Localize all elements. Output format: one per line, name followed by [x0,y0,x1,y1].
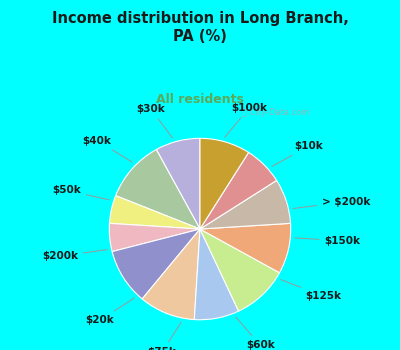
Text: $10k: $10k [272,141,323,167]
Wedge shape [116,149,200,229]
Wedge shape [112,229,200,299]
Wedge shape [110,196,200,229]
Wedge shape [200,138,249,229]
Wedge shape [200,223,291,273]
Text: $150k: $150k [295,236,361,246]
Wedge shape [109,223,200,252]
Text: > $200k: > $200k [293,197,370,209]
Wedge shape [194,229,239,320]
Text: $40k: $40k [82,135,132,162]
Wedge shape [156,138,200,229]
Text: $125k: $125k [281,280,342,301]
Text: $100k: $100k [225,103,267,137]
Text: $200k: $200k [42,250,107,261]
Wedge shape [142,229,200,320]
Wedge shape [200,229,280,311]
Text: ⓘ City-Data.com: ⓘ City-Data.com [242,108,309,117]
Text: $75k: $75k [148,322,181,350]
Text: $20k: $20k [86,298,134,325]
Text: $60k: $60k [236,317,275,350]
Text: Income distribution in Long Branch,
PA (%): Income distribution in Long Branch, PA (… [52,10,348,44]
Text: $50k: $50k [52,186,109,200]
Wedge shape [200,181,290,229]
Wedge shape [200,153,276,229]
Text: $30k: $30k [136,104,172,138]
Text: All residents: All residents [156,93,244,106]
